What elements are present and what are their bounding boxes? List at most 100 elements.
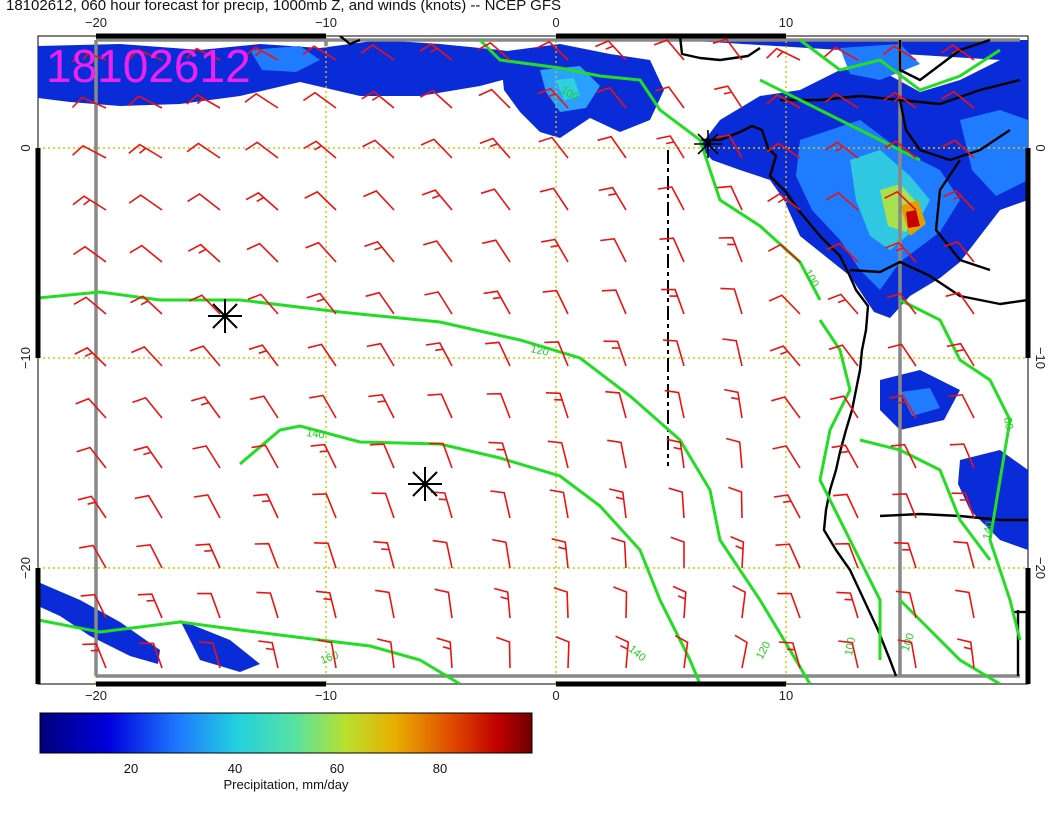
low-pressure-center-icon	[694, 130, 722, 158]
wind-barb-icon	[312, 493, 337, 519]
wind-barb-icon	[769, 345, 801, 367]
wind-barb-icon	[828, 344, 859, 367]
wind-barb-icon	[773, 494, 801, 519]
wind-barb-icon	[712, 38, 743, 61]
colorbar-tick: 80	[433, 761, 447, 776]
wind-barb-icon	[364, 240, 395, 263]
wind-barb-icon	[951, 492, 975, 519]
wind-barb-icon	[377, 638, 395, 669]
wind-barb-icon	[897, 639, 917, 669]
wind-barb-icon	[137, 593, 163, 619]
wind-barb-icon	[542, 289, 569, 315]
wind-barb-icon	[600, 237, 627, 263]
wind-barb-icon	[537, 87, 569, 109]
wind-barb-icon	[715, 134, 743, 159]
precip-colorbar: 20 40 60 80 Precipitation, mm/day	[39, 712, 533, 792]
wind-barb-icon	[718, 236, 743, 263]
wind-barb-icon	[127, 48, 163, 61]
wind-barb-icon	[247, 293, 279, 315]
wind-barb-icon	[838, 640, 859, 669]
contour-label: 140	[306, 427, 326, 441]
wind-barb-icon	[363, 190, 395, 211]
wind-barb-icon	[303, 140, 337, 159]
wind-barb-icon	[766, 94, 801, 109]
contour-label: 140	[981, 520, 996, 540]
wind-barb-icon	[955, 589, 975, 619]
wind-barb-icon	[893, 542, 917, 569]
wind-barb-icon	[302, 45, 337, 61]
wind-barb-icon	[139, 642, 163, 669]
wind-barb-icon	[129, 244, 163, 263]
precipitation-field	[38, 40, 1028, 672]
wind-barb-icon	[941, 90, 975, 109]
y-tick-label: −20	[1033, 557, 1048, 579]
wind-barb-icon	[128, 95, 163, 109]
wind-barb-icon	[72, 245, 107, 263]
x-tick-label: 10	[779, 15, 793, 30]
wind-barb-icon	[722, 338, 743, 367]
wind-barb-icon	[717, 185, 743, 211]
wind-barb-icon	[480, 188, 511, 211]
high-pressure-center-icon	[208, 299, 242, 333]
wind-barb-icon	[485, 341, 511, 367]
colorbar-tick: 40	[228, 761, 242, 776]
wind-barb-icon	[882, 45, 917, 61]
wind-barb-icon	[373, 540, 395, 569]
wind-barb-icon	[256, 591, 279, 619]
wind-barb-icon	[657, 186, 685, 211]
wind-barb-icon	[128, 143, 163, 159]
wind-barb-icon	[310, 443, 337, 469]
wind-barb-icon	[251, 444, 279, 469]
wind-barb-icon	[674, 634, 689, 669]
wind-barb-icon	[423, 240, 453, 263]
wind-barb-icon	[725, 437, 743, 469]
wind-barb-icon	[831, 444, 859, 469]
contour-label: 80	[1001, 416, 1015, 430]
wind-barb-icon	[666, 438, 685, 469]
wind-barb-icon	[943, 190, 975, 211]
wind-barb-icon	[672, 585, 687, 619]
wind-barb-icon	[429, 442, 453, 469]
wind-barb-icon	[825, 191, 859, 211]
wind-barb-icon	[302, 91, 337, 109]
wind-barb-icon	[244, 46, 279, 61]
wind-barb-icon	[884, 190, 917, 211]
wind-barb-icon	[420, 138, 453, 159]
wind-barb-icon	[889, 394, 917, 419]
wind-barb-icon	[895, 590, 917, 619]
wind-barb-icon	[253, 493, 279, 519]
wind-barb-icon	[258, 640, 279, 669]
forecast-stamp: 18102612	[46, 40, 251, 92]
wind-barb-icon	[777, 592, 801, 619]
wind-barb-icon	[432, 539, 453, 569]
wind-barb-icon	[771, 396, 801, 419]
x-tick-label: −20	[85, 15, 107, 30]
wind-barb-icon	[186, 94, 221, 109]
height-contours	[38, 38, 1022, 684]
colorbar-gradient	[39, 712, 533, 754]
wind-barb-icon	[615, 635, 630, 669]
wind-barb-icon	[478, 88, 511, 109]
wind-barb-icon	[775, 543, 801, 569]
wind-barb-icon	[245, 191, 279, 211]
wind-barb-icon	[670, 536, 685, 568]
wind-barb-icon	[245, 141, 279, 159]
wind-barb-icon	[661, 288, 685, 315]
wind-barb-icon	[366, 342, 395, 367]
wind-barb-icon	[192, 445, 221, 469]
wind-barb-icon	[186, 142, 221, 159]
wind-barb-icon	[948, 393, 975, 419]
wind-barb-icon	[133, 445, 163, 469]
wind-barb-icon	[720, 287, 743, 315]
wind-barb-icon	[425, 342, 453, 367]
wind-barb-icon	[768, 294, 801, 315]
wind-barb-icon	[827, 293, 859, 315]
x-tick-label: −20	[85, 688, 107, 703]
x-tick-label: −10	[315, 15, 337, 30]
wind-barb-icon	[305, 241, 337, 263]
wind-barb-icon	[824, 92, 859, 109]
wind-barb-icon	[424, 291, 453, 315]
wind-barb-icon	[248, 344, 279, 367]
wind-barb-icon	[949, 443, 975, 469]
wind-barb-icon	[198, 641, 221, 669]
